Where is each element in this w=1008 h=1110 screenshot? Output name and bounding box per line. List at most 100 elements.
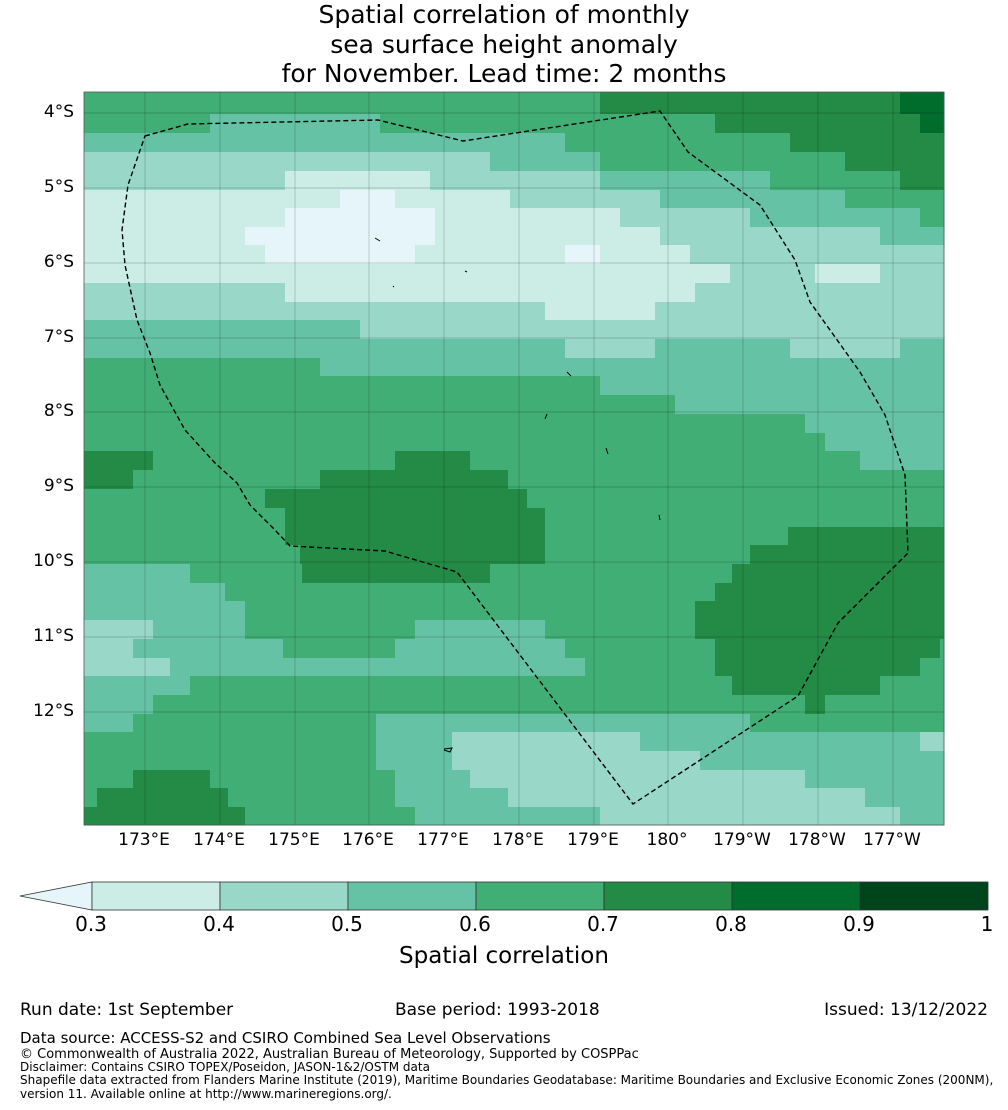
correlation-cell — [860, 451, 945, 471]
correlation-cell — [920, 114, 945, 134]
correlation-cell — [805, 770, 945, 789]
correlation-cell — [153, 620, 246, 640]
correlation-cell — [715, 583, 945, 602]
correlation-cell — [565, 639, 716, 659]
base-period: Base period: 1993-2018 — [395, 1000, 600, 1020]
correlation-cell — [285, 527, 546, 546]
correlation-cell — [410, 676, 733, 696]
correlation-cell — [880, 264, 945, 284]
correlation-cell — [527, 489, 945, 509]
correlation-cell — [600, 807, 901, 826]
correlation-cell — [508, 470, 945, 490]
lon-label: 177°W — [863, 830, 921, 850]
correlation-cell — [84, 564, 191, 584]
correlation-cell — [815, 264, 881, 284]
lon-label: 176°E — [342, 830, 394, 850]
correlation-cell — [690, 245, 945, 265]
correlation-cell — [84, 376, 601, 396]
correlation-cell — [84, 639, 134, 659]
island — [544, 413, 548, 420]
lat-label: 11°S — [33, 626, 74, 646]
correlation-cell — [545, 620, 696, 640]
correlation-cell — [84, 190, 341, 209]
correlation-cell — [695, 283, 945, 303]
correlation-cell — [84, 601, 246, 621]
lon-label: 179°E — [567, 830, 619, 850]
correlation-cell — [84, 152, 491, 172]
correlation-cell — [415, 695, 806, 715]
island-outlines — [374, 237, 661, 753]
colorbar-swatches — [19, 881, 989, 911]
colorbar-swatch — [475, 881, 605, 911]
correlation-cell — [153, 451, 396, 471]
correlation-cell — [845, 152, 945, 172]
colorbar-swatch — [859, 881, 989, 911]
correlation-cell — [84, 470, 134, 490]
correlation-cell — [880, 676, 945, 696]
correlation-cell — [84, 92, 601, 115]
correlation-cell — [84, 770, 134, 789]
correlation-cell — [545, 545, 751, 565]
lat-label: 10°S — [33, 551, 74, 571]
lat-label: 12°S — [33, 701, 74, 721]
lon-label: 175°E — [268, 830, 320, 850]
correlation-cell — [150, 133, 491, 153]
correlation-cell — [360, 320, 945, 340]
correlation-cell — [600, 245, 691, 265]
correlation-cell — [788, 527, 945, 546]
correlation-cell — [84, 320, 361, 340]
correlation-cell — [97, 788, 229, 808]
colorbar-swatch — [603, 881, 733, 911]
correlation-cell — [545, 302, 656, 321]
correlation-cell — [84, 208, 286, 228]
colorbar-swatch — [347, 881, 477, 911]
map-frame — [83, 91, 945, 826]
correlation-cell — [84, 545, 301, 565]
lat-label: 4°S — [43, 102, 74, 122]
correlation-cell — [340, 190, 396, 209]
correlation-cell — [510, 190, 661, 209]
correlation-cell — [84, 714, 134, 733]
colorbar-tick: 0.7 — [587, 912, 619, 936]
data-source: Data source: ACCESS-S2 and CSIRO Combine… — [20, 1029, 551, 1047]
correlation-cell — [133, 639, 284, 659]
lat-label: 8°S — [43, 401, 74, 421]
correlation-cell — [865, 788, 945, 808]
correlation-cell — [228, 788, 396, 808]
colorbar-tick: 0.3 — [75, 912, 107, 936]
correlation-cell — [283, 639, 396, 659]
disclaimer: Disclaimer: Contains CSIRO TOPEX/Poseido… — [20, 1060, 430, 1074]
correlation-cell — [825, 433, 945, 452]
correlation-cell — [900, 807, 945, 826]
colorbar-tick: 0.8 — [715, 912, 747, 936]
correlation-cell — [415, 245, 566, 265]
colorbar-tick: 0.6 — [459, 912, 491, 936]
correlation-cell — [415, 620, 546, 640]
correlation-cell — [805, 695, 826, 715]
correlation-cell — [750, 208, 921, 228]
correlation-field — [84, 92, 945, 826]
title-line-3: for November. Lead time: 2 months — [281, 59, 727, 88]
correlation-cell — [655, 339, 791, 359]
correlation-cell — [84, 695, 154, 715]
island — [566, 371, 572, 377]
island — [464, 270, 468, 273]
correlation-cell — [565, 339, 656, 359]
correlation-cell — [245, 620, 416, 640]
correlation-cell — [508, 788, 866, 808]
lat-label: 6°S — [43, 252, 74, 272]
correlation-cell — [600, 92, 901, 115]
correlation-cell — [545, 508, 945, 528]
island — [374, 237, 381, 242]
correlation-cell — [285, 283, 696, 303]
correlation-cell — [825, 695, 945, 715]
correlation-cell — [750, 545, 945, 565]
correlation-cell — [84, 114, 211, 134]
correlation-cell — [695, 620, 945, 640]
correlation-cell — [84, 658, 171, 677]
correlation-cell — [84, 358, 321, 377]
correlation-cell — [490, 152, 601, 172]
correlation-cell — [376, 714, 751, 733]
correlation-cell — [320, 358, 945, 377]
correlation-cell — [640, 732, 921, 752]
